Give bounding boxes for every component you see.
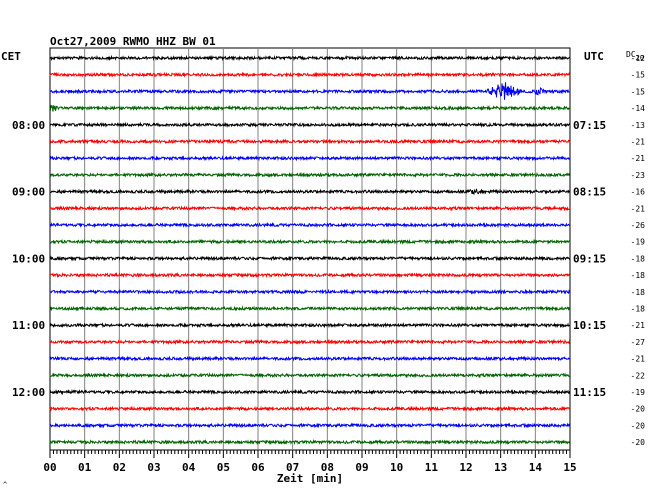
- trace-row-2: [49, 82, 571, 100]
- dc-offset-label: -13: [631, 121, 646, 130]
- x-tick-label: 09: [355, 461, 368, 474]
- dc-offset-label: -18: [631, 254, 646, 263]
- dc-offset-label: -18: [631, 271, 646, 280]
- trace-rows: [49, 54, 571, 446]
- trace-row-11: [49, 238, 571, 245]
- right-hour-labels: 07:15 08:15 09:15 10:15 11:15: [573, 119, 606, 399]
- dc-offset-label: -21: [631, 138, 646, 147]
- x-axis-label: Zeit [min]: [277, 472, 343, 485]
- left-hour-label: 12:00: [12, 386, 45, 399]
- left-hour-label: 11:00: [12, 319, 45, 332]
- dc-offset-label: -19: [631, 238, 646, 247]
- dc-offset-label: -18: [631, 288, 646, 297]
- dc-offset-label: -16: [631, 188, 646, 197]
- trace-row-12: [49, 255, 570, 262]
- trace-row-19: [49, 372, 570, 379]
- grid-lines: [49, 47, 571, 451]
- dc-offset-label: -21: [631, 321, 646, 330]
- left-hour-label: 08:00: [12, 119, 45, 132]
- chart-title: Oct27,2009 RWMO HHZ BW 01: [50, 35, 216, 48]
- x-tick-label: 05: [217, 461, 230, 474]
- dc-offset-label: -20: [631, 421, 646, 430]
- x-tick-label: 13: [494, 461, 507, 474]
- trace-row-20: [49, 388, 571, 396]
- right-hour-label: 07:15: [573, 119, 606, 132]
- trace-row-15: [49, 305, 571, 312]
- x-tick-label: 11: [425, 461, 439, 474]
- dc-offset-label: -15: [631, 71, 646, 80]
- trace-row-4: [49, 121, 571, 128]
- trace-row-10: [49, 221, 571, 229]
- dc-offset-label: -26: [631, 221, 646, 230]
- x-tick-label: 02: [113, 461, 126, 474]
- x-tick-label: 15: [563, 461, 576, 474]
- x-tick-label: 14: [529, 461, 543, 474]
- dc-offset-label: -15: [631, 87, 646, 96]
- trace-row-18: [49, 355, 571, 362]
- x-tick-label: 07: [286, 461, 299, 474]
- right-hour-label: 10:15: [573, 319, 606, 332]
- trace-row-13: [49, 271, 571, 279]
- left-hour-labels: 08:00 09:00 10:00 11:00 12:00: [12, 119, 45, 399]
- trace-row-8: [49, 188, 571, 196]
- trace-row-9: [49, 205, 571, 212]
- dc-offset-label: -19: [631, 388, 646, 397]
- dc-offset-label: -20: [631, 438, 646, 447]
- x-axis: 00 01 02 03 04 05 06 07 08 09 10 11 12 13 14 15: [43, 450, 577, 474]
- trace-row-1: [49, 71, 571, 78]
- x-tick-label: 04: [182, 461, 196, 474]
- trace-row-23: [49, 438, 571, 446]
- trace-row-5: [49, 138, 571, 145]
- trace-row-7: [49, 171, 571, 179]
- x-tick-label: 10: [390, 461, 403, 474]
- dc-offset-label: -14: [631, 104, 646, 113]
- dc-label: DC20: [626, 50, 644, 62]
- x-tick-label: 00: [43, 461, 56, 474]
- dc-offset-label: -21: [631, 204, 646, 213]
- x-tick-label: 06: [251, 461, 265, 474]
- trace-row-16: [49, 322, 571, 329]
- dc-offset-label: -27: [631, 338, 646, 347]
- dc-offset-label: -20: [631, 405, 646, 414]
- x-tick-label: 08: [321, 461, 334, 474]
- right-hour-label: 08:15: [573, 186, 606, 199]
- dc-offset-label: -22: [631, 371, 646, 380]
- dc-offset-label: -12: [631, 54, 646, 63]
- trace-row-21: [49, 405, 571, 412]
- x-tick-label: 01: [78, 461, 92, 474]
- right-hour-label: 09:15: [573, 252, 606, 265]
- dc-offset-label: -23: [631, 171, 646, 180]
- left-hour-label: 09:00: [12, 186, 45, 199]
- trace-row-14: [49, 288, 571, 295]
- x-tick-label: 12: [459, 461, 472, 474]
- right-axis-label: UTC: [584, 50, 604, 63]
- trace-row-17: [49, 338, 571, 346]
- dc-offset-label: -21: [631, 154, 646, 163]
- left-hour-label: 10:00: [12, 252, 45, 265]
- dc-offset-label: -18: [631, 305, 646, 314]
- trace-row-22: [49, 422, 571, 429]
- trace-row-3: [49, 104, 571, 112]
- footer-mark: ^: [3, 481, 7, 489]
- right-hour-label: 11:15: [573, 386, 606, 399]
- trace-row-0: [49, 54, 571, 62]
- dc-offset-labels: -12 -15 -15 -14 -13 -21 -21 -23 -16 -21 -26 -19 -18 -…: [631, 54, 646, 447]
- dc-offset-label: -21: [631, 355, 646, 364]
- trace-row-6: [49, 155, 571, 162]
- x-tick-label: 03: [147, 461, 160, 474]
- left-axis-label: CET: [1, 50, 21, 63]
